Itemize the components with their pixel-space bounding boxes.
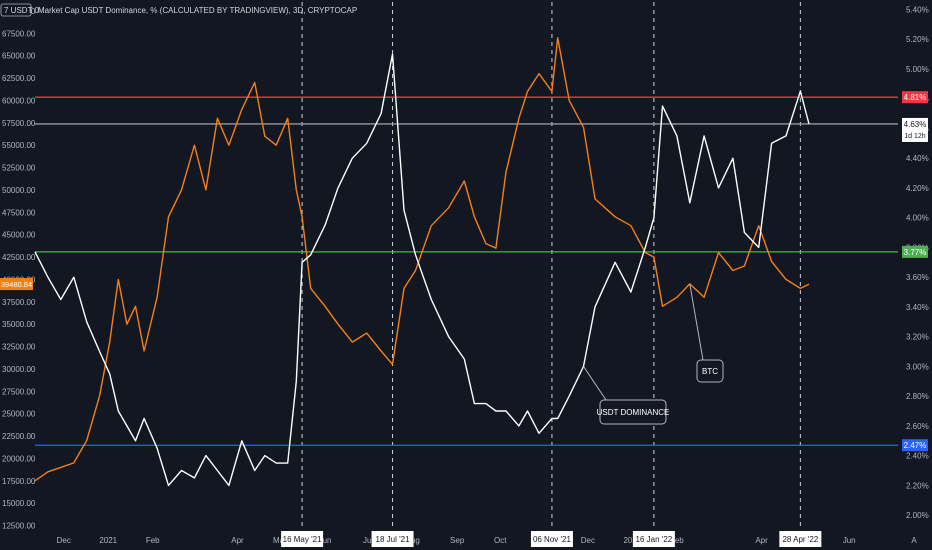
- left-axis-tick: 47500.00: [2, 208, 36, 217]
- right-axis-tick: 5.00%: [906, 65, 929, 74]
- left-axis-tick: 30000.00: [2, 365, 36, 374]
- right-axis-tick: 3.20%: [906, 333, 929, 342]
- left-axis-tick: 32500.00: [2, 343, 36, 352]
- annotation-box-usdt[interactable]: [599, 399, 667, 425]
- x-axis-label: Feb: [670, 536, 684, 545]
- left-axis-tick: 17500.00: [2, 477, 36, 486]
- x-axis-label: Dec: [581, 536, 595, 545]
- left-axis-tick: 67500.00: [2, 29, 36, 38]
- annotation-label-btc: BTC: [702, 367, 718, 376]
- right-axis-tick: 2.60%: [906, 422, 929, 431]
- level-label: 3.77%: [904, 248, 927, 257]
- annotation-box-btc[interactable]: [696, 359, 724, 383]
- right-axis-tick: 4.20%: [906, 184, 929, 193]
- level-label: 2.47%: [904, 441, 927, 450]
- left-axis-tick: 35000.00: [2, 320, 36, 329]
- date-marker-label: 28 Apr '22: [782, 535, 818, 544]
- symbol-badge-label: 7 USDT 0: [4, 6, 40, 15]
- date-marker-badge: [371, 531, 414, 547]
- left-axis-tick: 42500.00: [2, 253, 36, 262]
- left-axis-tick: 55000.00: [2, 141, 36, 150]
- right-axis-tick: 3.40%: [906, 303, 929, 312]
- date-marker-label: 16 Jan '22: [636, 535, 673, 544]
- date-marker-label: 16 May '21: [283, 535, 322, 544]
- x-axis-label: Oct: [494, 536, 507, 545]
- left-axis-tick: 22500.00: [2, 432, 36, 441]
- right-axis-tick: 5.40%: [906, 5, 929, 14]
- symbol-badge[interactable]: [0, 3, 32, 17]
- x-axis-label: Apr: [231, 536, 244, 545]
- level-badge: [902, 245, 928, 258]
- x-axis-label: Jun: [843, 536, 856, 545]
- date-marker-badge: [281, 531, 324, 547]
- level-label: 4.63%: [904, 120, 927, 129]
- level-badge: [902, 117, 928, 142]
- right-axis-tick: 2.20%: [906, 481, 929, 490]
- right-axis-tick: 5.20%: [906, 35, 929, 44]
- left-axis-tick: 65000.00: [2, 52, 36, 61]
- left-axis-tick: 25000.00: [2, 410, 36, 419]
- btc-price-label: 39480.84: [1, 280, 32, 289]
- right-axis-tick: 4.00%: [906, 214, 929, 223]
- date-marker-badge: [530, 531, 573, 547]
- date-marker-label: 18 Jul '21: [376, 535, 411, 544]
- x-axis-label: 2021: [99, 536, 117, 545]
- right-axis-tick: 4.40%: [906, 154, 929, 163]
- annotation-pointer-btc: [689, 283, 704, 361]
- auto-scale-toggle[interactable]: A: [911, 536, 917, 545]
- right-axis-tick: 2.00%: [906, 511, 929, 520]
- x-axis-label: May: [273, 536, 288, 545]
- level-badge: [902, 91, 928, 104]
- right-axis-tick: 3.60%: [906, 273, 929, 282]
- left-axis-tick: 12500.00: [2, 522, 36, 531]
- left-axis-tick: 15000.00: [2, 499, 36, 508]
- level-sublabel: 1d 12h: [904, 133, 926, 140]
- left-axis-tick: 52500.00: [2, 164, 36, 173]
- annotation-label-usdt: USDT DOMINANCE: [597, 408, 670, 417]
- x-axis-label: Jul: [363, 536, 373, 545]
- right-axis-tick: 2.80%: [906, 392, 929, 401]
- x-axis-label: Sep: [450, 536, 465, 545]
- x-axis-label: Apr: [755, 536, 768, 545]
- series-line-btc[interactable]: [34, 37, 810, 482]
- series-line-usdt-dominance[interactable]: [34, 53, 810, 487]
- left-axis-tick: 57500.00: [2, 119, 36, 128]
- date-marker-label: 06 Nov '21: [533, 535, 572, 544]
- date-marker-badge: [779, 531, 822, 547]
- x-axis-label: Feb: [146, 536, 160, 545]
- btc-price-badge: [0, 278, 33, 291]
- chart-title: Market Cap USDT Dominance, % (CALCULATED…: [38, 6, 357, 15]
- x-axis-label: 2022: [623, 536, 641, 545]
- right-axis-tick: 3.00%: [906, 362, 929, 371]
- left-axis-tick: 27500.00: [2, 387, 36, 396]
- left-axis-tick: 62500.00: [2, 74, 36, 83]
- level-label: 4.81%: [904, 93, 927, 102]
- x-axis-label: Dec: [57, 536, 71, 545]
- left-axis-tick: 50000.00: [2, 186, 36, 195]
- level-badge: [902, 439, 928, 452]
- left-axis-tick: 20000.00: [2, 454, 36, 463]
- left-axis-tick: 37500.00: [2, 298, 36, 307]
- left-axis-tick: 45000.00: [2, 231, 36, 240]
- left-axis-tick: 60000.00: [2, 96, 36, 105]
- annotation-pointer-usdt: [583, 366, 607, 401]
- right-axis-tick: 2.40%: [906, 452, 929, 461]
- date-marker-badge: [632, 531, 675, 547]
- x-axis-label: Jun: [319, 536, 332, 545]
